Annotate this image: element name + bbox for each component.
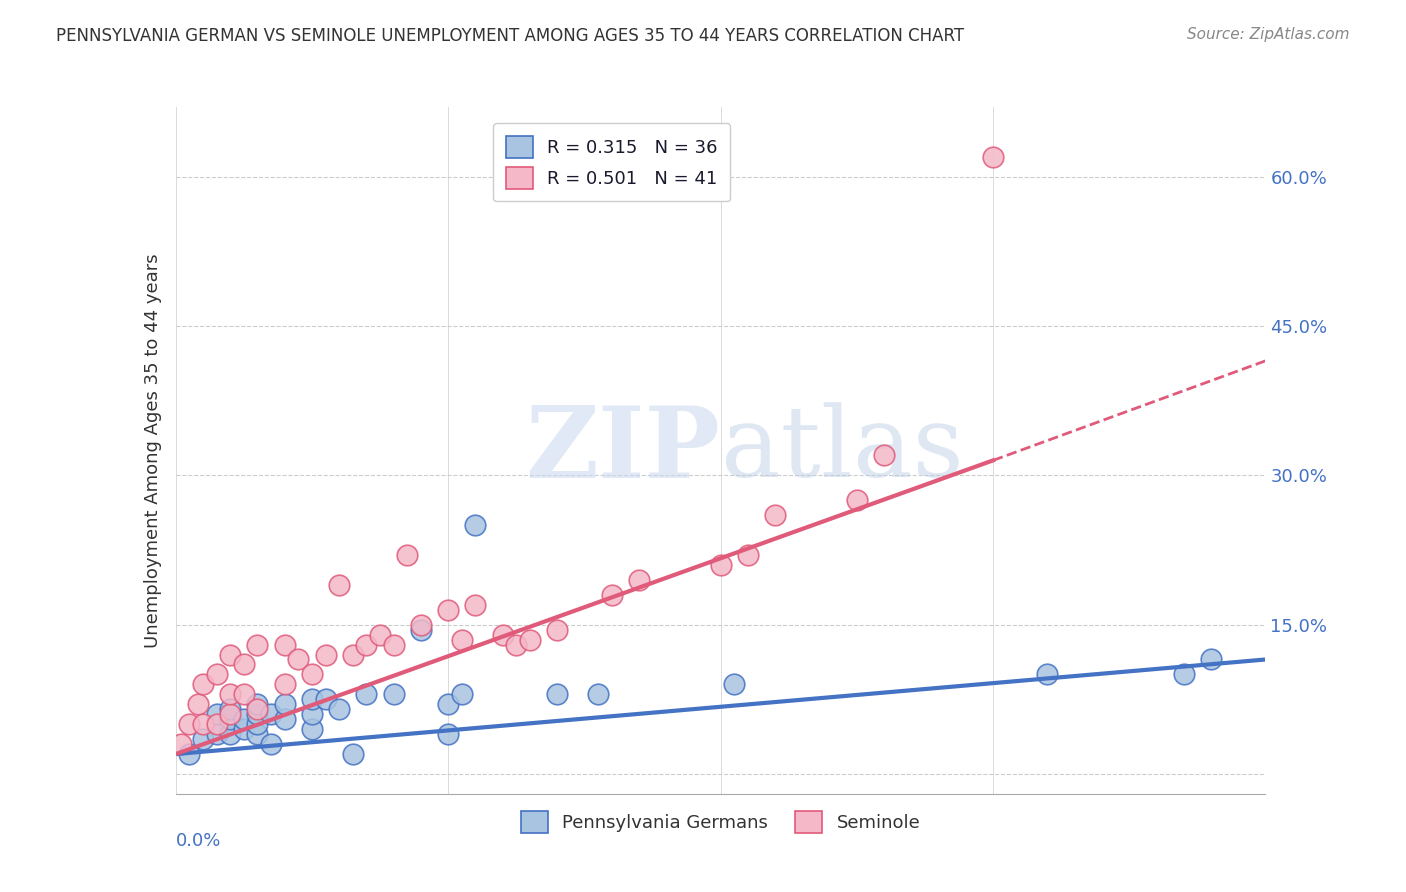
Text: atlas: atlas xyxy=(721,402,963,499)
Point xyxy=(274,638,297,652)
Point xyxy=(186,698,209,712)
Point xyxy=(845,493,868,508)
Point xyxy=(382,687,405,701)
Point xyxy=(205,727,228,741)
Point xyxy=(981,150,1004,164)
Point xyxy=(260,737,283,751)
Point xyxy=(368,627,391,641)
Point xyxy=(301,722,323,736)
Point xyxy=(519,632,541,647)
Y-axis label: Unemployment Among Ages 35 to 44 years: Unemployment Among Ages 35 to 44 years xyxy=(143,253,162,648)
Point xyxy=(246,698,269,712)
Point xyxy=(492,627,515,641)
Point xyxy=(873,449,896,463)
Point xyxy=(274,712,297,726)
Point xyxy=(260,707,283,722)
Point xyxy=(301,692,323,706)
Point xyxy=(246,717,269,731)
Text: 0.0%: 0.0% xyxy=(176,831,221,850)
Point xyxy=(546,623,568,637)
Point xyxy=(219,687,242,701)
Point xyxy=(301,667,323,681)
Point xyxy=(205,667,228,681)
Point xyxy=(396,548,419,562)
Point xyxy=(627,573,650,587)
Point xyxy=(723,677,745,691)
Point xyxy=(301,707,323,722)
Point xyxy=(246,727,269,741)
Text: Source: ZipAtlas.com: Source: ZipAtlas.com xyxy=(1187,27,1350,42)
Point xyxy=(315,692,337,706)
Point xyxy=(505,638,527,652)
Point xyxy=(342,747,364,761)
Point xyxy=(328,578,350,592)
Point xyxy=(191,677,214,691)
Point xyxy=(179,747,201,761)
Point xyxy=(1173,667,1195,681)
Point xyxy=(315,648,337,662)
Point xyxy=(219,707,242,722)
Point xyxy=(219,648,242,662)
Point xyxy=(437,698,460,712)
Point xyxy=(464,598,486,612)
Point xyxy=(342,648,364,662)
Point xyxy=(1036,667,1059,681)
Point xyxy=(219,702,242,716)
Point xyxy=(246,638,269,652)
Point xyxy=(356,687,378,701)
Point xyxy=(356,638,378,652)
Point xyxy=(205,717,228,731)
Point xyxy=(464,518,486,533)
Point xyxy=(191,732,214,747)
Point xyxy=(179,717,201,731)
Point xyxy=(246,707,269,722)
Point xyxy=(710,558,733,572)
Point xyxy=(450,632,472,647)
Point xyxy=(287,652,309,666)
Legend: Pennsylvania Germans, Seminole: Pennsylvania Germans, Seminole xyxy=(513,804,928,839)
Point xyxy=(1199,652,1222,666)
Point xyxy=(219,727,242,741)
Point xyxy=(763,508,786,523)
Text: PENNSYLVANIA GERMAN VS SEMINOLE UNEMPLOYMENT AMONG AGES 35 TO 44 YEARS CORRELATI: PENNSYLVANIA GERMAN VS SEMINOLE UNEMPLOY… xyxy=(56,27,965,45)
Point xyxy=(328,702,350,716)
Point xyxy=(219,712,242,726)
Point xyxy=(382,638,405,652)
Point xyxy=(437,603,460,617)
Point xyxy=(600,588,623,602)
Point xyxy=(274,677,297,691)
Point xyxy=(737,548,759,562)
Point xyxy=(232,687,254,701)
Point xyxy=(246,702,269,716)
Point xyxy=(586,687,609,701)
Point xyxy=(274,698,297,712)
Point xyxy=(409,623,432,637)
Text: ZIP: ZIP xyxy=(526,402,721,499)
Point xyxy=(450,687,472,701)
Point xyxy=(191,717,214,731)
Point xyxy=(232,722,254,736)
Point xyxy=(437,727,460,741)
Point xyxy=(170,737,193,751)
Point xyxy=(232,712,254,726)
Point xyxy=(232,657,254,672)
Point xyxy=(409,617,432,632)
Point xyxy=(546,687,568,701)
Point xyxy=(205,707,228,722)
